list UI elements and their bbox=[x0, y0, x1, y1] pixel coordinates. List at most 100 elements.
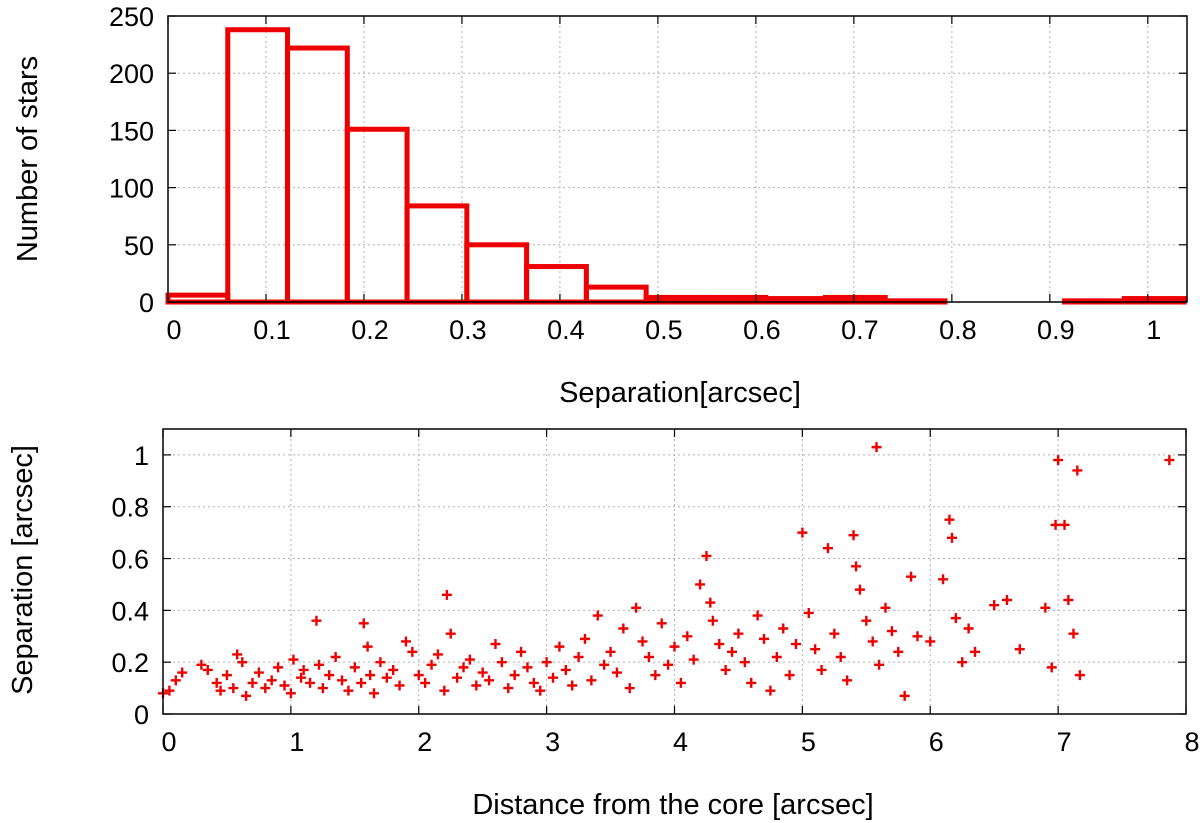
scatter-point bbox=[707, 615, 718, 626]
scatter-point bbox=[759, 633, 770, 644]
scatter-frame bbox=[162, 428, 1187, 715]
scatter-point bbox=[1072, 465, 1083, 476]
scatter-point bbox=[317, 683, 328, 694]
histogram-y-tick-label: 150 bbox=[109, 116, 154, 146]
histogram-y-tick-label: 250 bbox=[109, 2, 154, 32]
scatter-point bbox=[464, 654, 475, 665]
scatter-point bbox=[1074, 670, 1085, 681]
scatter-point bbox=[554, 641, 565, 652]
scatter-point bbox=[458, 662, 469, 673]
scatter-point bbox=[714, 639, 725, 650]
scatter-x-tick-label: 4 bbox=[673, 727, 688, 757]
scatter-point bbox=[705, 597, 716, 608]
scatter-y-tick-label: 0.4 bbox=[111, 596, 149, 626]
histogram-x-tick-label: 0.1 bbox=[253, 315, 291, 345]
scatter-point bbox=[215, 685, 226, 696]
histogram-panel: 0 0.1 0.2 0.3 0.4 0.5 0.6 0.7 0.8 0.9 1 0 50 100 150 2… bbox=[12, 2, 1188, 409]
scatter-point bbox=[241, 690, 252, 701]
histogram-x-axis-label: Separation[arcsec] bbox=[559, 377, 801, 409]
histogram-y-axis-label: Number of stars bbox=[12, 56, 44, 262]
scatter-x-tick-label: 3 bbox=[545, 727, 560, 757]
histogram-x-tick-label: 0.9 bbox=[1037, 315, 1075, 345]
scatter-point bbox=[867, 636, 878, 647]
histogram-y-tick-label: 200 bbox=[109, 59, 154, 89]
scatter-point bbox=[471, 680, 482, 691]
scatter-x-tick-label: 5 bbox=[801, 727, 816, 757]
histogram-bar bbox=[404, 203, 470, 305]
scatter-point bbox=[541, 657, 552, 668]
scatter-point bbox=[273, 662, 284, 673]
histogram-bar bbox=[285, 45, 350, 305]
scatter-y-tick-label: 0 bbox=[134, 700, 149, 730]
scatter-point bbox=[400, 636, 411, 647]
scatter-point bbox=[452, 672, 463, 683]
scatter-point bbox=[221, 670, 232, 681]
scatter-point bbox=[848, 530, 859, 541]
histogram-x-tick-labels: 0 0.1 0.2 0.3 0.4 0.5 0.6 0.7 0.8 0.9 1 bbox=[166, 315, 1161, 345]
scatter-point bbox=[477, 667, 488, 678]
scatter-point bbox=[871, 442, 882, 453]
scatter-point bbox=[605, 646, 616, 657]
scatter-point bbox=[938, 574, 949, 585]
scatter-point bbox=[337, 675, 348, 686]
scatter-point bbox=[279, 680, 290, 691]
scatter-y-axis-label: Separation [arcsec] bbox=[7, 445, 39, 695]
scatter-point bbox=[311, 615, 322, 626]
scatter-point bbox=[874, 659, 885, 670]
scatter-point bbox=[611, 667, 622, 678]
scatter-point bbox=[950, 613, 961, 624]
scatter-point bbox=[861, 615, 872, 626]
scatter-point bbox=[771, 652, 782, 662]
scatter-point bbox=[388, 664, 399, 675]
histogram-x-tick-label: 0.5 bbox=[645, 315, 683, 345]
scatter-point bbox=[362, 641, 373, 652]
histogram-x-tick-label: 1 bbox=[1146, 315, 1161, 345]
scatter-point bbox=[682, 631, 693, 642]
scatter-point bbox=[816, 664, 827, 675]
scatter-point bbox=[1068, 628, 1079, 639]
histogram-y-tick-labels: 0 50 100 150 200 250 bbox=[109, 2, 154, 318]
histogram-ticks bbox=[167, 15, 1187, 303]
scatter-point bbox=[445, 628, 456, 639]
scatter-point bbox=[365, 670, 376, 681]
histogram-y-tick-label: 50 bbox=[124, 231, 154, 261]
scatter-point bbox=[797, 527, 808, 538]
scatter-point bbox=[778, 623, 789, 634]
scatter-point bbox=[1059, 519, 1070, 530]
scatter-point bbox=[599, 659, 610, 670]
scatter-x-tick-label: 2 bbox=[417, 727, 432, 757]
scatter-point bbox=[752, 610, 763, 621]
scatter-point bbox=[509, 670, 520, 681]
scatter-point bbox=[381, 672, 392, 683]
scatter-point bbox=[701, 550, 712, 561]
scatter-point bbox=[631, 602, 642, 613]
scatter-point bbox=[851, 561, 862, 572]
scatter-point bbox=[211, 677, 222, 688]
scatter-point bbox=[394, 680, 405, 691]
scatter-point bbox=[164, 685, 175, 696]
histogram-x-tick-label: 0 bbox=[166, 315, 181, 345]
scatter-point bbox=[720, 664, 731, 675]
scatter-point bbox=[516, 646, 527, 657]
scatter-point bbox=[925, 636, 936, 647]
scatter-point bbox=[624, 683, 635, 694]
histogram-frame bbox=[167, 15, 1188, 303]
scatter-point bbox=[746, 677, 757, 688]
scatter-point bbox=[643, 652, 654, 662]
scatter-point bbox=[1014, 644, 1025, 655]
scatter-point bbox=[503, 683, 514, 694]
scatter-point bbox=[314, 659, 325, 670]
scatter-x-tick-label: 7 bbox=[1057, 727, 1072, 757]
scatter-y-tick-label: 0.2 bbox=[111, 648, 149, 678]
scatter-point bbox=[912, 631, 923, 642]
scatter-point bbox=[695, 579, 706, 590]
scatter-x-tick-label: 8 bbox=[1184, 727, 1199, 757]
scatter-point bbox=[548, 672, 559, 683]
scatter-point bbox=[1164, 455, 1175, 466]
scatter-point bbox=[854, 584, 865, 595]
scatter-point bbox=[663, 659, 674, 670]
scatter-point bbox=[368, 688, 379, 699]
histogram-x-tick-label: 0.7 bbox=[841, 315, 879, 345]
histogram-y-tick-label: 0 bbox=[139, 288, 154, 318]
